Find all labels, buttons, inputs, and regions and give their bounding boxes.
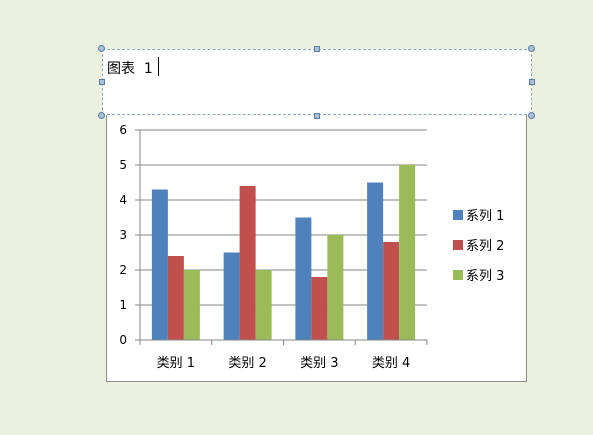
x-category-label: 类别 3	[300, 356, 338, 371]
bar-1-1	[151, 189, 168, 340]
legend-label-3: 系列 3	[466, 269, 504, 284]
resize-handle-bottom-left[interactable]	[98, 112, 105, 119]
legend-swatch-2	[453, 240, 463, 250]
legend-swatch-3	[453, 270, 463, 280]
x-category-label: 类别 1	[157, 356, 195, 371]
caption-text[interactable]: 图表 1	[107, 61, 153, 77]
resize-handle-bottom-right[interactable]	[528, 112, 535, 119]
bar-3-3	[327, 235, 344, 340]
bar-3-4	[399, 165, 416, 340]
resize-handle-right[interactable]	[529, 79, 535, 85]
resize-handle-bottom[interactable]	[314, 113, 320, 119]
legend-label-2: 系列 2	[466, 239, 504, 254]
legend-label-1: 系列 1	[466, 209, 504, 224]
y-tick-label: 1	[119, 298, 127, 312]
resize-handle-left[interactable]	[99, 79, 105, 85]
x-category-label: 类别 4	[372, 356, 410, 371]
y-tick-label: 5	[119, 158, 127, 172]
y-tick-label: 2	[119, 263, 127, 277]
bar-2-3	[311, 277, 328, 340]
bar-3-2	[255, 270, 272, 340]
bar-1-2	[223, 252, 240, 340]
bar-1-3	[295, 217, 312, 340]
bar-2-1	[167, 256, 184, 340]
text-cursor	[158, 57, 159, 76]
resize-handle-top-left[interactable]	[98, 45, 105, 52]
x-category-label: 类别 2	[228, 356, 266, 371]
y-tick-label: 6	[119, 123, 127, 137]
resize-handle-top[interactable]	[314, 46, 320, 52]
legend-swatch-1	[453, 210, 463, 220]
y-tick-label: 3	[119, 228, 127, 242]
caption-text-box[interactable]: 图表 1	[102, 49, 532, 115]
bar-2-4	[383, 242, 400, 340]
y-tick-label: 4	[119, 193, 127, 207]
bar-2-2	[239, 186, 256, 340]
bar-3-1	[183, 270, 200, 340]
y-tick-label: 0	[119, 333, 127, 347]
resize-handle-top-right[interactable]	[528, 45, 535, 52]
bar-1-4	[367, 182, 384, 340]
